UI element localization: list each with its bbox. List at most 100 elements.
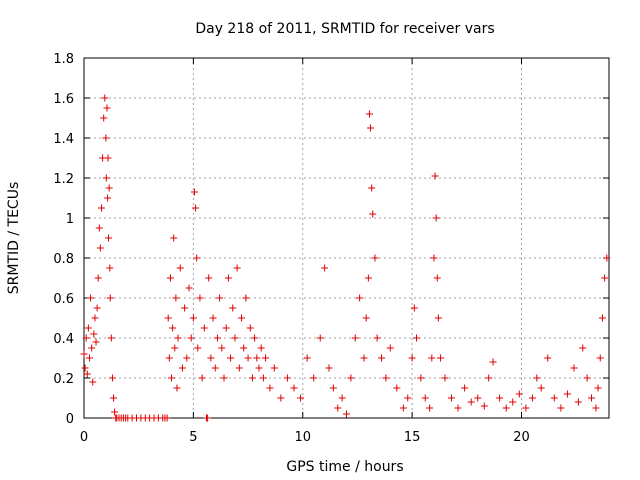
data-point (404, 394, 412, 402)
data-point (166, 274, 174, 282)
data-point (368, 184, 376, 192)
plot-frame (83, 57, 610, 419)
data-point (106, 264, 114, 272)
data-point (347, 374, 355, 382)
data-point (111, 408, 119, 416)
data-point (434, 314, 442, 322)
data-point (290, 384, 298, 392)
x-tick-label: 0 (80, 430, 88, 445)
data-point (588, 394, 595, 402)
data-point (224, 274, 232, 282)
data-point (168, 374, 175, 382)
data-point (81, 364, 89, 372)
data-point (178, 364, 186, 372)
data-point (107, 334, 115, 342)
data-point (515, 390, 523, 398)
data-point (185, 284, 193, 292)
x-tick-label: 10 (294, 430, 311, 445)
data-point (213, 334, 221, 342)
data-point (96, 244, 104, 252)
data-point (92, 338, 100, 346)
data-point (165, 354, 173, 362)
data-point (187, 334, 195, 342)
data-point (82, 334, 90, 342)
data-point (190, 188, 198, 196)
data-point (550, 394, 558, 402)
data-point (222, 324, 230, 332)
y-tick-label: 0.2 (53, 372, 74, 387)
data-point (181, 304, 189, 312)
data-point (596, 354, 604, 362)
data-point (183, 354, 191, 362)
data-point (193, 254, 201, 262)
data-point (351, 334, 359, 342)
data-point (200, 324, 208, 332)
data-point (522, 404, 530, 412)
data-point (598, 314, 606, 322)
data-point (369, 210, 377, 218)
data-point (474, 394, 482, 402)
data-point (533, 374, 541, 382)
y-tick-label: 0.4 (53, 332, 74, 347)
data-point (297, 394, 305, 402)
data-point (601, 274, 609, 282)
data-point (329, 384, 337, 392)
data-point (413, 334, 420, 342)
data-point (102, 174, 110, 182)
data-point (192, 204, 200, 212)
data-point (467, 398, 475, 406)
data-point (94, 274, 102, 282)
y-tick-label: 0.6 (53, 292, 74, 307)
data-point (563, 390, 571, 398)
data-point (343, 410, 350, 418)
data-point (220, 374, 228, 382)
data-point (218, 344, 226, 352)
data-point (371, 254, 379, 262)
y-tick-label: 1 (66, 212, 74, 227)
data-point (583, 374, 591, 382)
data-point (594, 384, 602, 392)
data-point (108, 374, 116, 382)
data-point (321, 264, 329, 272)
data-point (382, 374, 390, 382)
data-point (270, 364, 278, 372)
data-point (592, 404, 600, 412)
x-tick-label: 20 (513, 430, 530, 445)
data-point (98, 204, 105, 212)
data-point (84, 324, 92, 332)
data-point (310, 374, 318, 382)
data-point (80, 350, 88, 358)
data-point (169, 324, 177, 332)
data-point (262, 354, 270, 362)
data-point (461, 384, 469, 392)
x-tick-label: 5 (189, 430, 197, 445)
data-point (90, 330, 98, 338)
data-point (238, 314, 245, 322)
data-point (235, 364, 243, 372)
data-point (204, 414, 212, 422)
data-point (211, 364, 219, 372)
data-point (174, 334, 182, 342)
data-point (373, 334, 381, 342)
data-point (362, 314, 370, 322)
y-tick-label: 1.8 (53, 52, 74, 67)
data-point (557, 404, 565, 412)
data-point (266, 384, 274, 392)
data-point (172, 294, 180, 302)
data-point (579, 344, 587, 352)
data-point (430, 254, 438, 262)
data-point (437, 354, 445, 362)
data-point (87, 294, 95, 302)
data-point (432, 214, 440, 222)
data-point (480, 402, 488, 410)
data-point (104, 154, 112, 162)
data-point (93, 304, 101, 312)
y-tick-label: 1.6 (53, 92, 74, 107)
data-point (196, 294, 204, 302)
points-layer (80, 94, 611, 422)
data-point (378, 354, 385, 362)
data-point (248, 374, 256, 382)
data-point (426, 404, 434, 412)
data-point (386, 344, 394, 352)
data-point (485, 374, 493, 382)
